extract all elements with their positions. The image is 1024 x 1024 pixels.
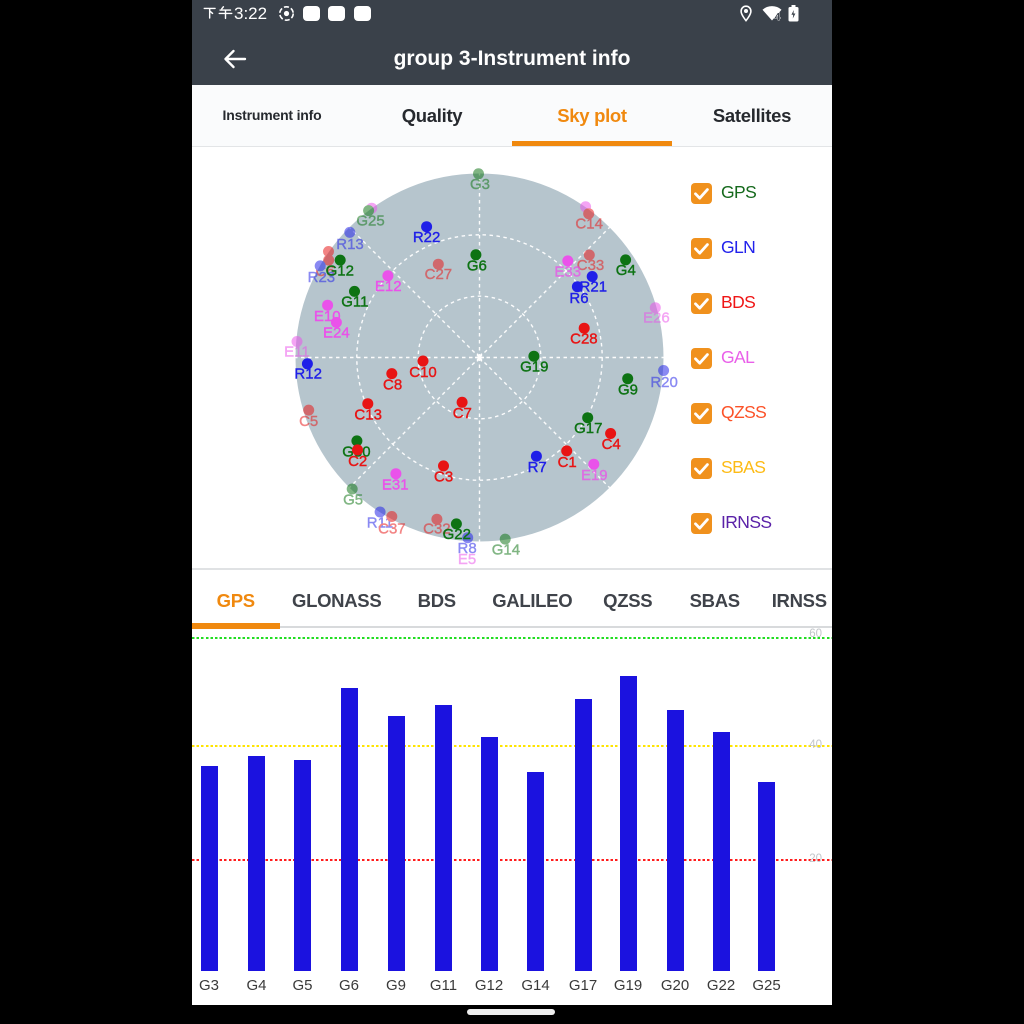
- svg-text:E24: E24: [323, 324, 350, 341]
- svg-text:R22: R22: [413, 229, 441, 246]
- svg-text:C32: C32: [423, 521, 451, 538]
- svg-text:E11: E11: [284, 343, 310, 360]
- svg-text:R21: R21: [580, 279, 608, 296]
- svg-text:R7: R7: [528, 459, 547, 476]
- svg-text:C8: C8: [383, 376, 402, 393]
- svg-text:G22: G22: [443, 526, 471, 543]
- svg-text:G11: G11: [341, 294, 368, 311]
- svg-text:G17: G17: [574, 420, 602, 437]
- svg-text:E26: E26: [643, 309, 670, 326]
- svg-text:R8: R8: [458, 540, 477, 557]
- svg-text:C33: C33: [577, 257, 605, 274]
- svg-text:R20: R20: [650, 374, 678, 391]
- svg-text:G4: G4: [616, 262, 636, 279]
- svg-text:C14: C14: [575, 216, 603, 233]
- svg-text:R13: R13: [336, 236, 364, 253]
- svg-text:R12: R12: [294, 366, 322, 383]
- svg-text:C27: C27: [425, 266, 453, 283]
- svg-text:G9: G9: [618, 381, 638, 398]
- svg-text:G19: G19: [520, 359, 548, 376]
- svg-text:C5: C5: [299, 413, 318, 430]
- svg-text:E33: E33: [554, 263, 581, 280]
- svg-text:C2: C2: [348, 453, 367, 470]
- svg-text:C4: C4: [602, 436, 621, 453]
- svg-text:G12: G12: [326, 262, 354, 279]
- svg-text:C1: C1: [558, 454, 577, 471]
- svg-text:R23: R23: [308, 269, 336, 286]
- svg-text:C13: C13: [354, 407, 382, 424]
- svg-text:E31: E31: [382, 476, 409, 493]
- svg-text:4: 4: [775, 12, 781, 21]
- svg-text:R6: R6: [569, 290, 588, 307]
- svg-text:C7: C7: [453, 405, 472, 422]
- svg-text:E5: E5: [458, 551, 476, 568]
- svg-text:G6: G6: [467, 258, 487, 275]
- svg-text:C37: C37: [378, 520, 406, 537]
- svg-text:C10: C10: [409, 364, 437, 381]
- svg-text:G5: G5: [343, 492, 363, 509]
- svg-text:G14: G14: [492, 542, 520, 559]
- svg-text:G25: G25: [356, 213, 384, 230]
- svg-text:E19: E19: [581, 467, 608, 484]
- svg-text:E12: E12: [375, 278, 402, 295]
- svg-text:G3: G3: [470, 176, 490, 193]
- svg-text:C28: C28: [570, 330, 598, 347]
- svg-text:C3: C3: [434, 468, 453, 485]
